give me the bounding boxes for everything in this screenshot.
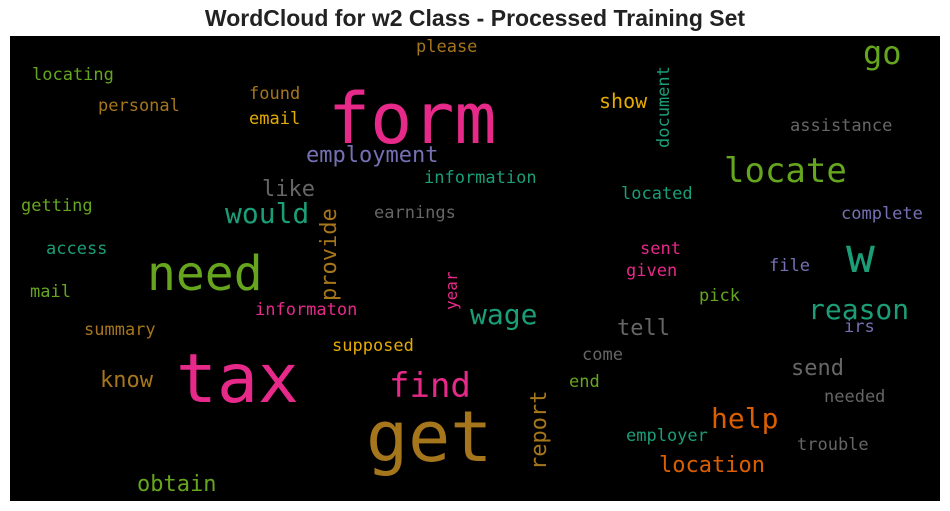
word-email: email: [249, 109, 301, 129]
word-reason: reason: [808, 293, 910, 326]
word-file: file: [769, 256, 810, 276]
word-employer: employer: [626, 426, 708, 446]
word-location: location: [659, 453, 765, 478]
word-go: go: [863, 36, 902, 72]
word-help: help: [711, 402, 779, 435]
word-locating: locating: [32, 65, 114, 85]
word-irs: irs: [844, 317, 875, 337]
word-earnings: earnings: [374, 203, 456, 223]
word-tax: tax: [176, 340, 299, 419]
word-informaton: informaton: [255, 300, 358, 320]
word-need: need: [147, 246, 263, 302]
word-found: found: [249, 84, 301, 104]
word-wage: wage: [470, 298, 538, 331]
word-information: information: [424, 168, 537, 188]
word-w: w: [846, 228, 875, 284]
word-sent: sent: [640, 239, 681, 259]
word-know: know: [100, 368, 153, 393]
word-complete: complete: [841, 204, 923, 224]
word-locate: locate: [724, 151, 847, 191]
word-personal: personal: [98, 96, 180, 116]
word-provide: provide: [317, 208, 342, 301]
chart-title: WordCloud for w2 Class - Processed Train…: [204, 5, 746, 31]
word-please: please: [416, 37, 478, 57]
word-access: access: [46, 239, 108, 259]
word-assistance: assistance: [790, 116, 893, 136]
word-show: show: [599, 89, 648, 113]
word-summary: summary: [84, 320, 156, 340]
word-would: would: [225, 197, 310, 230]
word-employment: employment: [306, 143, 439, 168]
word-get: get: [366, 396, 493, 478]
word-getting: getting: [21, 196, 93, 216]
word-find: find: [389, 366, 471, 406]
word-supposed: supposed: [332, 336, 414, 356]
word-report: report: [527, 390, 552, 470]
word-come: come: [582, 345, 623, 365]
word-located: located: [621, 184, 693, 204]
word-like: like: [262, 177, 315, 202]
word-obtain: obtain: [137, 472, 217, 497]
word-form: form: [328, 78, 497, 160]
word-needed: needed: [824, 387, 886, 407]
word-send: send: [791, 356, 844, 381]
word-document: document: [654, 66, 674, 148]
word-tell: tell: [617, 316, 670, 341]
word-mail: mail: [30, 282, 71, 302]
word-pick: pick: [699, 286, 740, 306]
word-end: end: [569, 372, 600, 392]
word-cloud: form tax get need w locate find go wage …: [10, 36, 940, 501]
word-year: year: [442, 271, 461, 310]
word-given: given: [626, 261, 678, 281]
word-trouble: trouble: [797, 435, 869, 455]
